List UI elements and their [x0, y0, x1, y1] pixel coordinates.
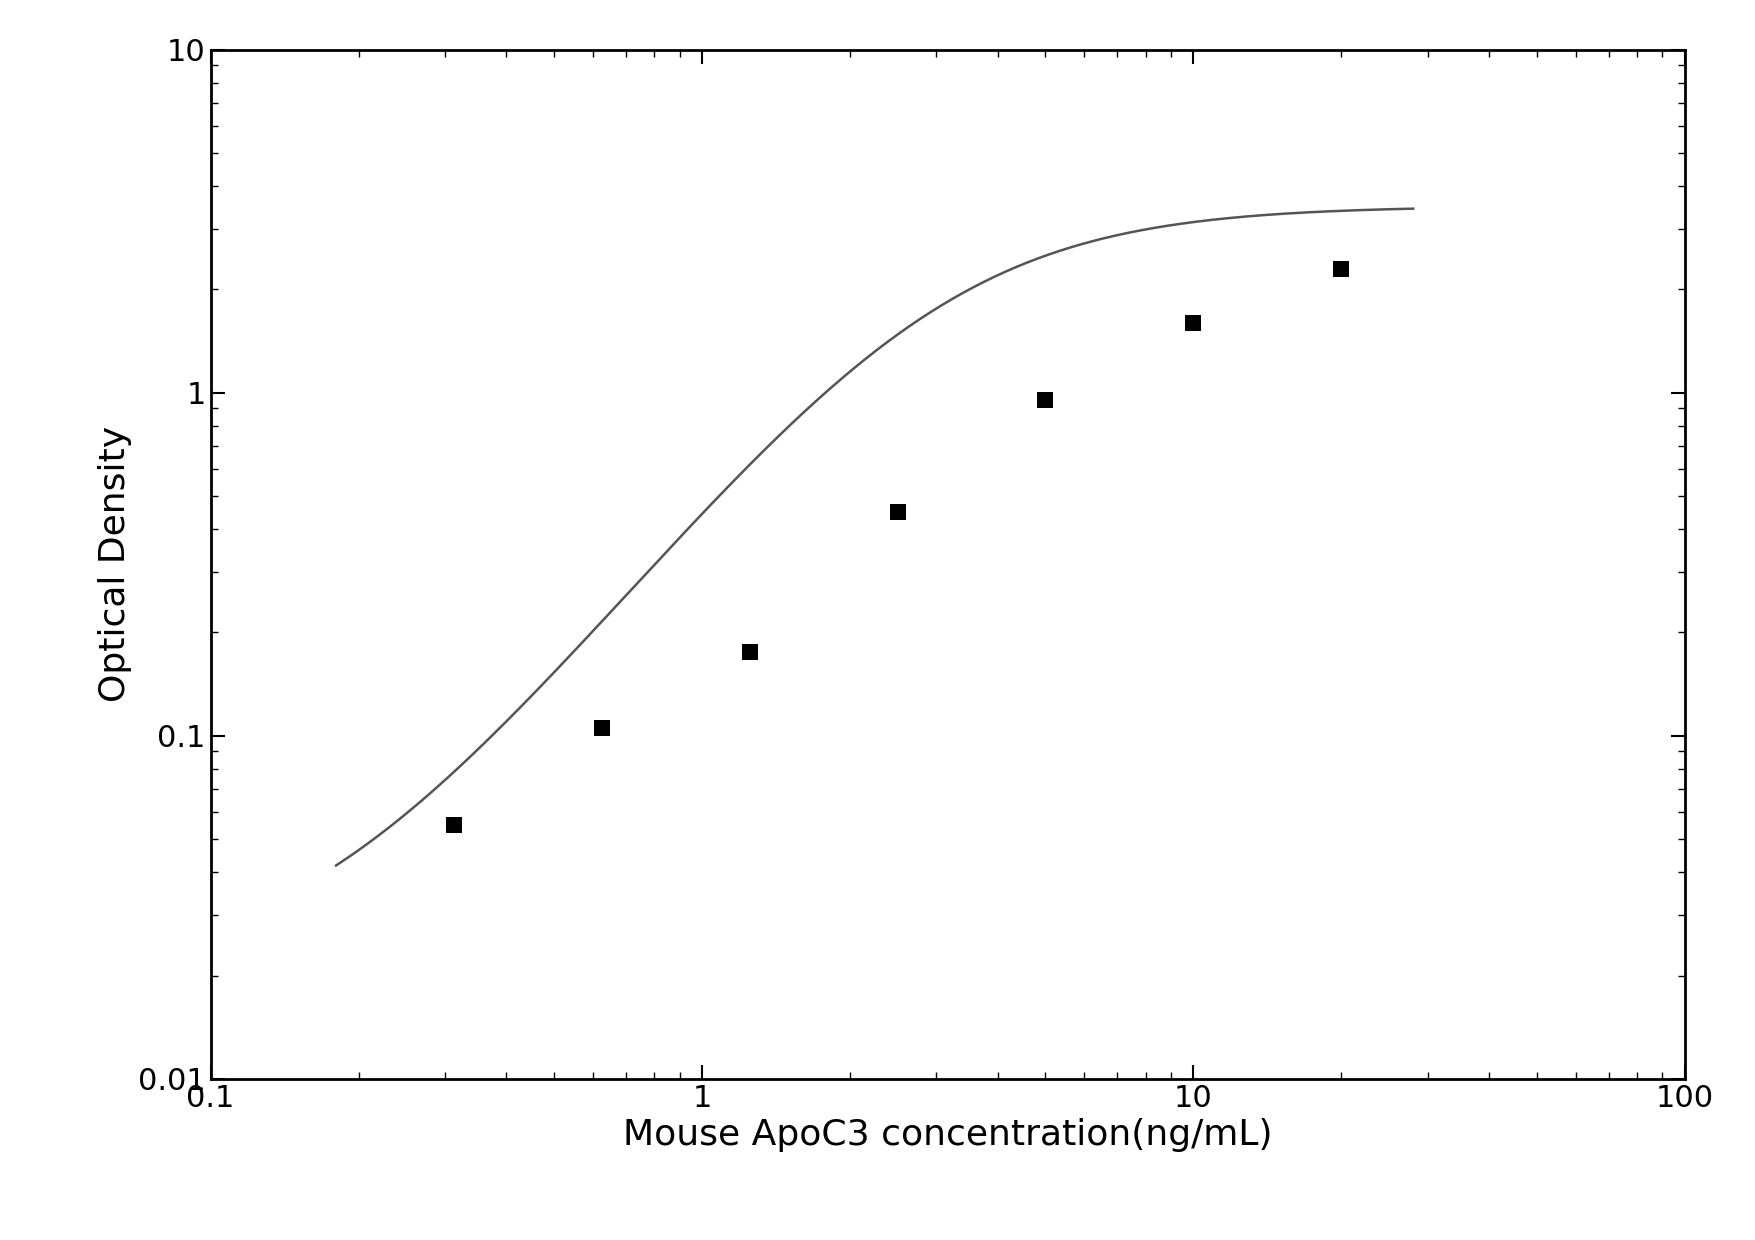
Point: [588, 718, 616, 738]
Point: [441, 815, 469, 835]
Y-axis label: Optical Density: Optical Density: [98, 427, 132, 702]
Point: [1179, 312, 1207, 332]
X-axis label: Mouse ApoC3 concentration(ng/mL): Mouse ApoC3 concentration(ng/mL): [623, 1118, 1272, 1152]
Point: [735, 642, 763, 662]
Point: [1327, 259, 1355, 279]
Point: [1032, 391, 1060, 410]
Point: [883, 502, 911, 522]
